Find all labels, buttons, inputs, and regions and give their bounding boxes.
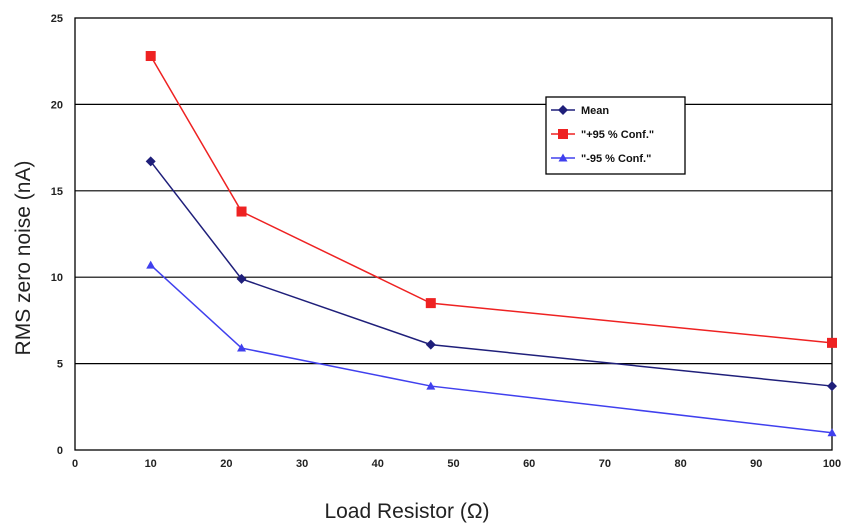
y-tick-label: 10 — [51, 272, 63, 284]
series-diamond — [145, 156, 837, 392]
data-point-square — [827, 337, 837, 348]
y-tick-label: 25 — [51, 13, 63, 25]
x-tick-label: 0 — [72, 458, 78, 470]
y-axis-title: RMS zero noise (nA) — [12, 161, 35, 356]
legend: Mean "+95 % Conf." "-95 % Conf." — [545, 96, 686, 175]
legend-label: Mean — [581, 105, 609, 117]
x-tick-label: 10 — [145, 458, 157, 470]
y-tick-label: 20 — [51, 99, 63, 111]
series-line — [150, 55, 833, 344]
legend-label: "+95 % Conf." — [581, 129, 654, 141]
tick-labels: 0 5 10 15 20 25 0 10 20 30 40 50 60 70 80 90 100 — [51, 13, 841, 470]
legend-items: Mean "+95 % Conf." "-95 % Conf." — [551, 105, 654, 165]
data-point-diamond — [145, 156, 156, 167]
x-tick-label: 50 — [447, 458, 459, 470]
data-point-triangle — [146, 260, 156, 269]
series-layer — [145, 51, 837, 437]
y-tick-label: 5 — [57, 359, 63, 371]
legend-marker-square — [558, 129, 568, 139]
x-axis-title: Load Resistor (Ω) — [324, 500, 489, 523]
x-tick-label: 90 — [750, 458, 762, 470]
x-tick-label: 80 — [674, 458, 686, 470]
plot-area-frame — [74, 17, 833, 451]
data-point-diamond — [236, 273, 247, 284]
legend-box — [545, 96, 686, 175]
data-point-triangle — [827, 428, 837, 437]
data-point-diamond — [425, 339, 436, 350]
data-point-square — [236, 206, 247, 217]
series-triangle — [146, 260, 837, 437]
y-tick-label: 15 — [51, 186, 63, 198]
gridlines — [75, 103, 832, 365]
data-point-square — [145, 51, 156, 62]
legend-marker-triangle — [558, 153, 568, 162]
series-square — [145, 51, 837, 348]
x-tick-label: 40 — [372, 458, 384, 470]
legend-item: Mean — [551, 105, 609, 117]
data-point-triangle — [426, 381, 436, 390]
series-line — [150, 264, 833, 434]
x-tick-label: 30 — [296, 458, 308, 470]
legend-label: "-95 % Conf." — [581, 153, 651, 165]
legend-item: "+95 % Conf." — [551, 129, 654, 141]
x-tick-label: 100 — [823, 458, 841, 470]
x-tick-label: 70 — [599, 458, 611, 470]
data-point-square — [425, 298, 436, 309]
legend-marker-diamond — [558, 105, 568, 115]
series-line — [150, 160, 833, 387]
y-tick-label: 0 — [57, 445, 63, 457]
x-tick-label: 20 — [220, 458, 232, 470]
x-tick-label: 60 — [523, 458, 535, 470]
data-point-triangle — [237, 343, 247, 352]
legend-item: "-95 % Conf." — [551, 153, 651, 165]
data-point-diamond — [827, 381, 837, 392]
